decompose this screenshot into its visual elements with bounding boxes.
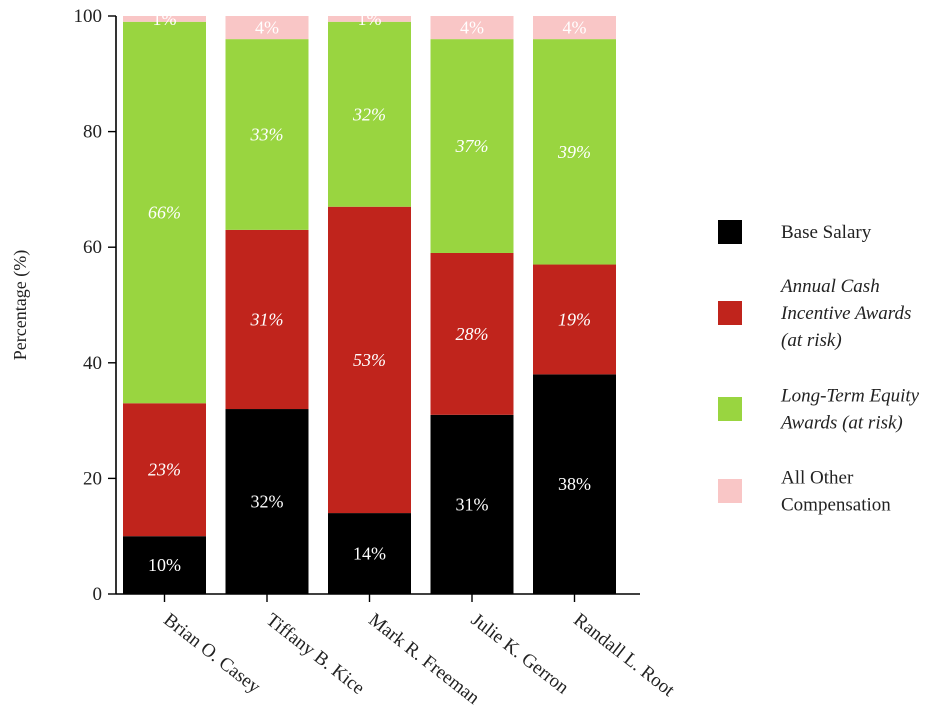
legend-label: All Other: [781, 468, 854, 489]
data-label: 23%: [148, 460, 181, 480]
legend-swatch: [718, 301, 742, 325]
category-label: Tiffany B. Kice: [262, 609, 369, 699]
category-label: Brian O. Casey: [159, 609, 264, 698]
legend-label: Compensation: [781, 495, 891, 516]
bar-segment: [123, 16, 206, 22]
legend-label: Awards (at risk): [779, 413, 903, 434]
y-tick-label: 80: [83, 122, 102, 143]
legend-swatch: [718, 397, 742, 421]
category-label: Mark R. Freeman: [364, 609, 483, 709]
y-tick-label: 40: [83, 353, 102, 374]
bar-segment: [225, 409, 309, 594]
data-label: 66%: [148, 203, 181, 223]
y-tick-label: 100: [74, 6, 103, 27]
data-label: 33%: [250, 124, 284, 144]
bar-segment: [123, 536, 206, 594]
bar-segment: [430, 39, 514, 253]
bar-segment: [533, 39, 616, 265]
bar-segment: [533, 374, 616, 594]
data-label: 39%: [557, 142, 591, 162]
data-label: 4%: [563, 18, 587, 38]
data-label: 4%: [255, 18, 279, 38]
bar-segment: [225, 39, 309, 230]
bar-segment: [533, 16, 616, 40]
data-label: 4%: [460, 18, 484, 38]
bar-segment: [328, 16, 411, 22]
data-label: 32%: [352, 104, 386, 124]
legend-label: (at risk): [781, 330, 842, 351]
data-label: 14%: [353, 544, 386, 564]
data-label: 31%: [250, 309, 284, 329]
y-tick-label: 0: [93, 584, 103, 605]
legend-label: Base Salary: [781, 222, 872, 243]
plot-area: 0 20 40 60 80 100 10% 23% 66% 1% Brian O. Casey 32%…: [74, 6, 679, 709]
category-label: Julie K. Gerron: [467, 609, 573, 698]
bar-segment: [225, 229, 309, 410]
data-label: 32%: [251, 492, 284, 512]
legend-swatch: [718, 479, 742, 503]
y-axis-title: Percentage (%): [10, 250, 31, 360]
legend-label: Annual Cash: [779, 276, 880, 297]
legend: Base Salary Annual Cash Incentive Awards (a…: [718, 220, 920, 516]
legend-label: Incentive Awards: [780, 303, 911, 324]
bar-segment: [328, 21, 411, 207]
bar-segment: [430, 252, 514, 415]
bar-segment: [430, 16, 514, 40]
data-label: 53%: [353, 350, 386, 370]
data-label: 1%: [153, 9, 177, 29]
bar-segment: [430, 414, 514, 594]
data-label: 28%: [456, 324, 489, 344]
legend-label: Long-Term Equity: [780, 386, 920, 407]
data-label: 37%: [455, 136, 489, 156]
data-label: 1%: [358, 9, 382, 29]
bar-segment: [533, 264, 616, 375]
data-label: 38%: [558, 474, 591, 494]
bar-segment: [328, 513, 411, 594]
data-label: 19%: [558, 309, 591, 329]
bar-segment: [225, 16, 309, 40]
bar-segment: [328, 206, 411, 514]
y-tick-label: 60: [83, 237, 102, 258]
bar-segment: [123, 403, 206, 537]
legend-swatch: [718, 220, 742, 244]
data-label: 10%: [148, 555, 181, 575]
category-label: Randall L. Root: [569, 609, 679, 701]
y-tick-label: 20: [83, 468, 102, 489]
bar-segment: [123, 21, 206, 404]
data-label: 31%: [456, 494, 489, 514]
